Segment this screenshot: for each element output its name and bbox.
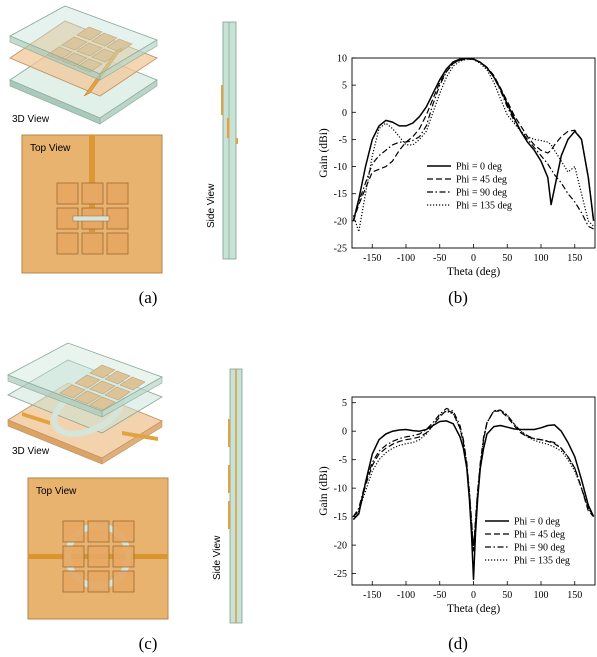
x-tick-label: 50 bbox=[502, 253, 512, 264]
legend-entry: Phi = 45 deg bbox=[456, 175, 507, 186]
view-side-label-a: Side View bbox=[206, 183, 217, 228]
y-axis-label: Gain (dBi) bbox=[318, 128, 330, 178]
x-tick-label: -150 bbox=[363, 590, 381, 601]
series-line-3 bbox=[352, 58, 594, 230]
series-line-4 bbox=[352, 58, 595, 233]
x-tick-label: -50 bbox=[433, 253, 446, 264]
series-line-2 bbox=[352, 58, 595, 222]
y-tick-label: -5 bbox=[339, 135, 347, 146]
view-3d-label-a: 3D View bbox=[12, 114, 50, 125]
y-tick-label: 5 bbox=[342, 398, 347, 409]
x-tick-label: 100 bbox=[534, 253, 549, 264]
caption-b: (b) bbox=[448, 288, 468, 307]
antenna-c-top-view: Top View bbox=[27, 477, 169, 620]
x-tick-label: 0 bbox=[471, 253, 476, 264]
y-tick-label: 10 bbox=[337, 54, 347, 65]
x-tick-label: 0 bbox=[471, 590, 476, 601]
y-tick-label: -20 bbox=[334, 541, 347, 552]
legend-entry: Phi = 135 deg bbox=[456, 201, 512, 212]
x-tick-label: 50 bbox=[502, 590, 512, 601]
caption-d: (d) bbox=[448, 634, 468, 653]
legend-entry: Phi = 0 deg bbox=[514, 517, 560, 528]
chart-b-svg: -150 -100 -50 0 50 100 150-25-20-15-10-50510Th… bbox=[318, 54, 596, 278]
caption-c: (c) bbox=[138, 634, 158, 653]
view-top-label-c: Top View bbox=[36, 486, 77, 497]
y-tick-label: 0 bbox=[342, 427, 347, 438]
legend-entry: Phi = 90 deg bbox=[514, 543, 565, 554]
antenna-a-3d-view bbox=[9, 5, 158, 125]
antenna-a-side-view: Side View bbox=[206, 21, 238, 260]
chart-d: -150 -100 -50 0 50 100 150 -25 -20 -15 -10 -5 0 5 Thet… bbox=[305, 385, 597, 625]
view-3d-label-c: 3D View bbox=[12, 446, 50, 457]
x-tick-label: 150 bbox=[567, 590, 582, 601]
y-tick-label: -15 bbox=[334, 512, 347, 523]
caption-a: (a) bbox=[138, 288, 158, 307]
y-tick-label: 0 bbox=[342, 108, 347, 119]
x-tick-label: -50 bbox=[433, 590, 446, 601]
x-tick-label: -100 bbox=[397, 253, 415, 264]
antenna-a-drawing: 3D View Top View bbox=[9, 5, 238, 274]
y-tick-label: -25 bbox=[334, 569, 347, 580]
x-tick-label: 150 bbox=[567, 253, 582, 264]
legend-entry: Phi = 45 deg bbox=[514, 530, 565, 541]
legend-entry: Phi = 135 deg bbox=[514, 556, 570, 567]
x-tick-label: -150 bbox=[363, 253, 381, 264]
chart-d-svg: -150 -100 -50 0 50 100 150-25-20-15-10-505Thet… bbox=[318, 396, 596, 615]
legend-entry: Phi = 90 deg bbox=[456, 188, 507, 199]
view-top-label-a: Top View bbox=[30, 143, 71, 154]
x-axis-label: Theta (deg) bbox=[447, 266, 500, 278]
x-tick-label: -100 bbox=[397, 590, 415, 601]
antenna-c-3d-view bbox=[7, 342, 163, 465]
plot-frame bbox=[351, 57, 596, 249]
y-tick-label: -15 bbox=[334, 189, 347, 200]
y-tick-label: -5 bbox=[339, 455, 347, 466]
series-line-1 bbox=[352, 420, 595, 581]
chart-b: -150 -100 -50 0 50 100 150 -25 -20 -15 -10 -5 0 5 10 Th… bbox=[305, 40, 597, 290]
illustration-a: 3D View Top View bbox=[0, 0, 260, 285]
y-tick-label: -10 bbox=[334, 484, 347, 495]
view-side-label-c: Side View bbox=[212, 535, 223, 580]
series-line-4 bbox=[352, 409, 595, 552]
x-axis-label: Theta (deg) bbox=[447, 603, 500, 615]
y-tick-label: -25 bbox=[334, 244, 347, 255]
y-tick-label: -20 bbox=[334, 216, 347, 227]
illustration-c: 3D View Top View bbox=[0, 335, 260, 625]
y-axis-label: Gain (dBi) bbox=[318, 466, 330, 516]
antenna-c-side-view: Side View bbox=[212, 368, 243, 624]
antenna-c-drawing: 3D View Top View bbox=[7, 342, 243, 624]
y-tick-label: -10 bbox=[334, 162, 347, 173]
legend-entry: Phi = 0 deg bbox=[456, 162, 502, 173]
y-tick-label: 5 bbox=[342, 81, 347, 92]
x-tick-label: 100 bbox=[534, 590, 549, 601]
antenna-a-top-view: Top View bbox=[21, 134, 163, 274]
